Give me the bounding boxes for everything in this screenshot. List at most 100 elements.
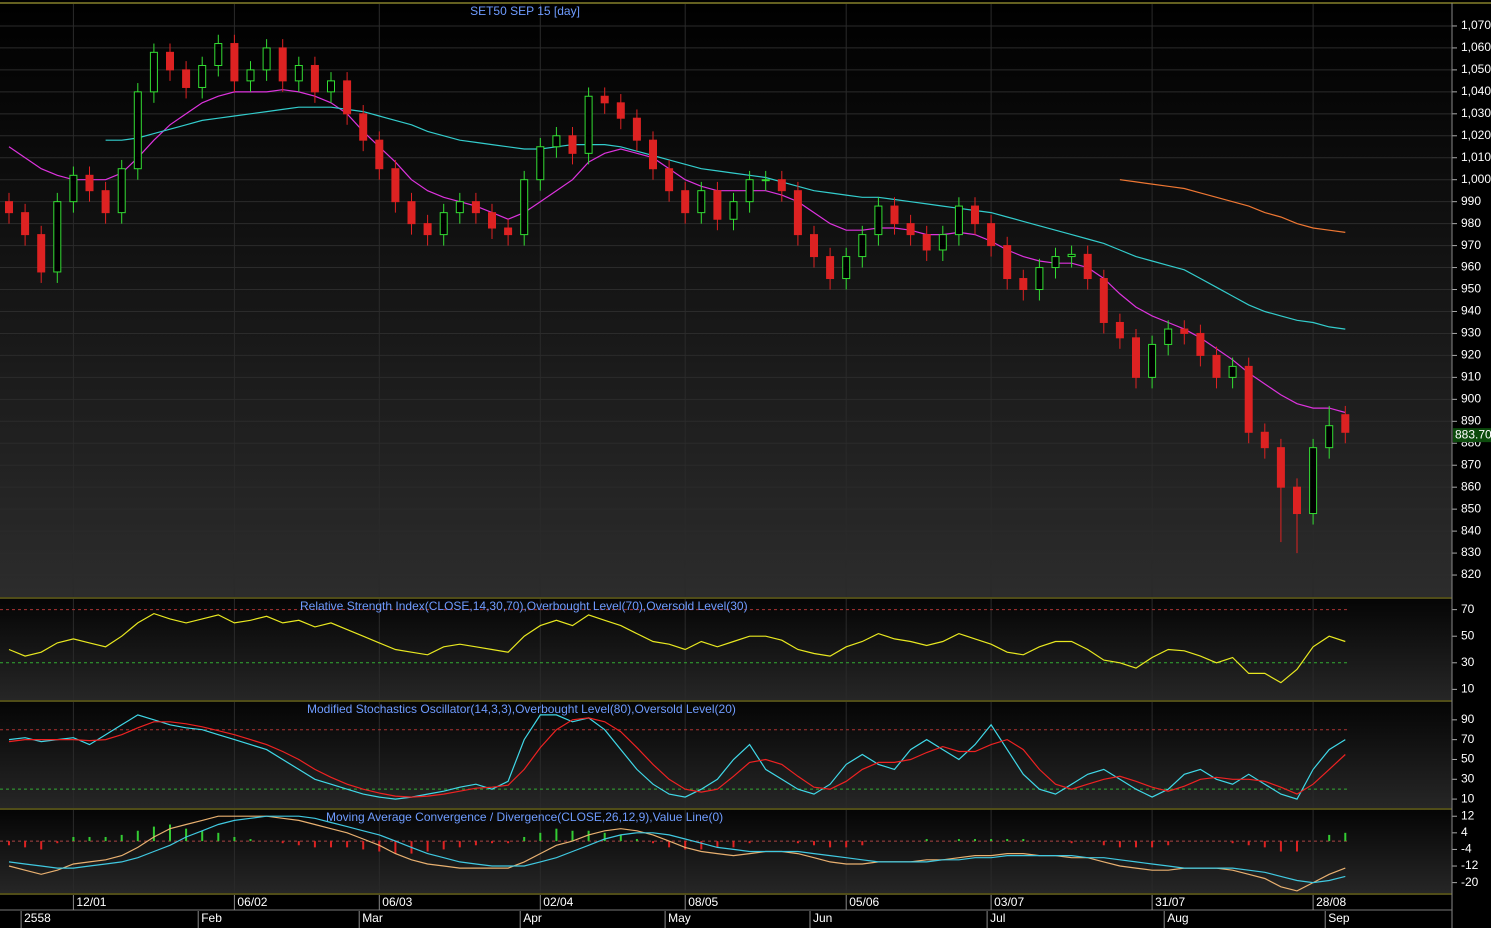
- candle-body: [294, 64, 303, 82]
- candle-body: [53, 201, 62, 273]
- y-tick-label: 970: [1461, 238, 1481, 252]
- candle-body: [391, 168, 400, 203]
- candle-body: [133, 91, 142, 170]
- month-label: Sep: [1328, 911, 1350, 925]
- candle-body: [488, 212, 496, 229]
- month-label: Jul: [990, 911, 1005, 925]
- candle-body: [1341, 414, 1350, 433]
- y-tick-label: 830: [1461, 545, 1481, 559]
- candle-body: [504, 227, 513, 236]
- y-tick-label: 50: [1461, 628, 1475, 642]
- y-tick-label: 940: [1461, 304, 1481, 318]
- candle-body: [1132, 337, 1140, 378]
- candle-body: [1067, 253, 1076, 258]
- x-tick-label: 06/02: [237, 895, 267, 909]
- y-tick-label: 30: [1461, 655, 1475, 669]
- candle-body: [954, 205, 963, 236]
- candle-body: [230, 43, 239, 82]
- candle-body: [697, 190, 706, 214]
- x-tick-label: 08/05: [688, 895, 718, 909]
- last-price-label: 883.70: [1455, 427, 1491, 441]
- indicator-line: [8, 815, 1346, 884]
- y-tick-label: 4: [1461, 825, 1468, 839]
- month-label: May: [668, 911, 691, 925]
- x-tick-label: 12/01: [76, 895, 106, 909]
- candle-body: [745, 179, 754, 203]
- candle-body: [1051, 256, 1060, 269]
- candle-body: [906, 223, 915, 236]
- y-tick-label: -12: [1461, 858, 1479, 872]
- candle-body: [971, 205, 979, 225]
- y-tick-label: 1,030: [1461, 106, 1491, 120]
- y-tick-label: 960: [1461, 260, 1481, 274]
- y-tick-label: 900: [1461, 392, 1481, 406]
- candle-body: [246, 69, 255, 82]
- candle-body: [649, 139, 657, 170]
- month-label: Feb: [201, 911, 222, 925]
- x-tick-label: 06/03: [382, 895, 412, 909]
- x-tick-label: 31/07: [1155, 895, 1185, 909]
- y-tick-label: 1,070: [1461, 18, 1491, 32]
- y-tick-label: 850: [1461, 501, 1481, 515]
- candle-body: [777, 179, 786, 192]
- candle-body: [810, 234, 818, 258]
- candle-body: [842, 256, 851, 280]
- panel-background: [0, 810, 1452, 893]
- y-tick-label: 860: [1461, 479, 1481, 493]
- candle-body: [826, 256, 835, 280]
- y-tick-label: 870: [1461, 457, 1481, 471]
- month-label: Mar: [362, 911, 383, 925]
- x-tick-label: 03/07: [994, 895, 1024, 909]
- month-label: Aug: [1167, 911, 1188, 925]
- y-tick-label: 1,040: [1461, 84, 1491, 98]
- panel-title: Moving Average Convergence / Divergence(…: [326, 810, 723, 824]
- x-tick-label: 28/08: [1316, 895, 1346, 909]
- candle-body: [375, 139, 384, 170]
- y-tick-label: 1,000: [1461, 172, 1491, 186]
- candle-body: [1164, 328, 1173, 345]
- month-label: 2558: [24, 911, 51, 925]
- candle-body: [149, 51, 158, 93]
- candle-body: [1003, 245, 1012, 280]
- y-tick-label: 1,050: [1461, 62, 1491, 76]
- y-tick-label: 12: [1461, 808, 1475, 822]
- candle-body: [1228, 365, 1237, 378]
- candle-body: [681, 190, 690, 214]
- candle-body: [665, 168, 674, 192]
- candle-body: [262, 47, 271, 71]
- y-tick-label: 930: [1461, 326, 1481, 340]
- candle-body: [471, 201, 480, 214]
- candle-body: [21, 212, 30, 236]
- y-tick-label: 890: [1461, 413, 1481, 427]
- candle-body: [327, 80, 335, 93]
- candle-body: [584, 95, 593, 154]
- candle-body: [793, 190, 802, 236]
- candle-body: [568, 135, 577, 154]
- panel-title: Relative Strength Index(CLOSE,14,30,70),…: [300, 599, 748, 613]
- y-tick-label: 1,020: [1461, 128, 1491, 142]
- candle-body: [987, 223, 996, 247]
- y-tick-label: 980: [1461, 216, 1481, 230]
- y-tick-label: 70: [1461, 602, 1475, 616]
- candle-body: [85, 174, 94, 192]
- candle-body: [37, 234, 46, 273]
- candle-body: [407, 201, 416, 225]
- y-tick-label: -20: [1461, 875, 1479, 889]
- candle-body: [536, 146, 545, 181]
- candle-body: [761, 179, 770, 182]
- candle-body: [1276, 447, 1285, 488]
- indicator-line: [8, 89, 1346, 414]
- candle-body: [214, 43, 223, 66]
- candle-body: [5, 201, 13, 214]
- month-label: Jun: [813, 911, 832, 925]
- indicator-line: [105, 106, 1346, 330]
- y-tick-label: 70: [1461, 732, 1475, 746]
- candle-body: [520, 179, 529, 236]
- candle-body: [117, 168, 126, 214]
- candle-body: [858, 234, 867, 258]
- candle-body: [922, 234, 931, 251]
- y-tick-label: 90: [1461, 712, 1475, 726]
- candle-body: [1293, 486, 1301, 515]
- candle-body: [455, 201, 464, 214]
